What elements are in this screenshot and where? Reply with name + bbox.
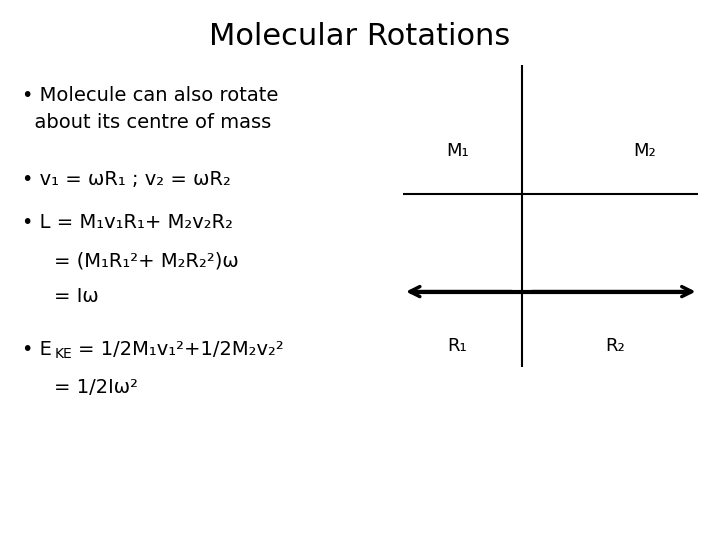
Text: KE: KE — [55, 347, 73, 361]
Text: = 1/2M₁v₁²+1/2M₂v₂²: = 1/2M₁v₁²+1/2M₂v₂² — [78, 340, 284, 359]
Text: R₁: R₁ — [447, 336, 467, 355]
Text: = Iω: = Iω — [54, 287, 99, 306]
Text: • E: • E — [22, 340, 51, 359]
Text: = 1/2Iω²: = 1/2Iω² — [54, 378, 138, 397]
Text: M₂: M₂ — [633, 142, 656, 160]
Text: • L = M₁v₁R₁+ M₂v₂R₂: • L = M₁v₁R₁+ M₂v₂R₂ — [22, 213, 233, 232]
Text: • Molecule can also rotate
  about its centre of mass: • Molecule can also rotate about its cen… — [22, 86, 278, 132]
Text: M₁: M₁ — [446, 142, 469, 160]
Text: = (M₁R₁²+ M₂R₂²)ω: = (M₁R₁²+ M₂R₂²)ω — [54, 251, 239, 270]
Text: R₂: R₂ — [606, 336, 626, 355]
Text: Molecular Rotations: Molecular Rotations — [210, 22, 510, 51]
Text: • v₁ = ωR₁ ; v₂ = ωR₂: • v₁ = ωR₁ ; v₂ = ωR₂ — [22, 170, 230, 189]
